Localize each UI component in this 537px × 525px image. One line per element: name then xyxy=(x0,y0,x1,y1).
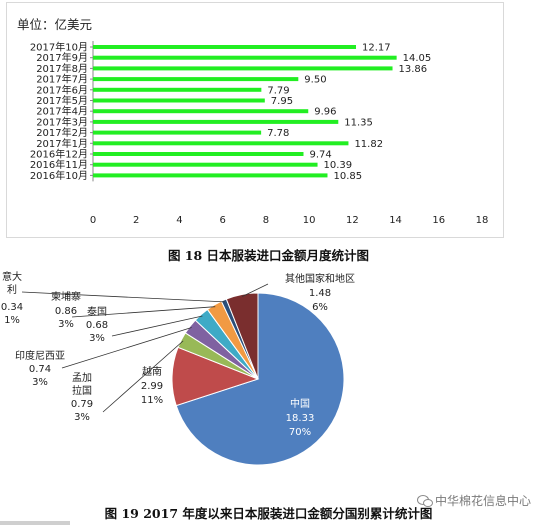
pie-slice xyxy=(225,292,259,380)
slice-name: 孟加 xyxy=(72,372,92,384)
bar xyxy=(93,162,318,167)
leader-line xyxy=(61,327,192,369)
slice-percent: 11% xyxy=(141,395,163,406)
x-tick-label: 6 xyxy=(219,215,225,226)
bar xyxy=(93,87,262,92)
slice-name: 印度尼西亚 xyxy=(15,349,65,362)
slice-value: 2.99 xyxy=(141,381,163,392)
data-label: 7.78 xyxy=(267,128,289,139)
category-label: 2016年10月 xyxy=(30,169,88,182)
leader-line xyxy=(21,291,225,303)
data-label: 11.82 xyxy=(354,139,383,150)
pie-slice xyxy=(175,292,345,466)
figure-19-caption: 图 19 2017 年度以来日本服装进口金额分国别累计统计图 xyxy=(104,506,433,521)
data-label: 11.35 xyxy=(344,117,373,128)
bar xyxy=(93,55,397,60)
bar xyxy=(93,152,304,156)
x-tick-label: 8 xyxy=(263,215,269,226)
category-label: 2017年2月 xyxy=(36,126,88,139)
slice-percent: 3% xyxy=(58,319,74,330)
data-label: 12.17 xyxy=(362,43,391,54)
slice-percent: 3% xyxy=(74,412,90,423)
category-label: 2016年11月 xyxy=(30,158,88,171)
category-label: 2017年3月 xyxy=(36,115,88,128)
leader-line xyxy=(242,283,269,297)
x-tick-label: 10 xyxy=(303,215,316,226)
x-tick-label: 0 xyxy=(90,215,96,226)
unit-label: 单位：亿美元 xyxy=(17,17,92,32)
category-label: 2016年12月 xyxy=(30,148,88,161)
slice-name: 拉国 xyxy=(72,384,92,397)
category-label: 2017年6月 xyxy=(36,83,88,96)
category-label: 2017年7月 xyxy=(36,73,88,86)
slice-percent: 6% xyxy=(312,302,328,313)
bar xyxy=(93,130,262,135)
leader-line xyxy=(102,340,184,413)
slice-name: 利 xyxy=(7,284,17,296)
slice-value: 1.48 xyxy=(309,288,331,299)
watermark: 中华棉花信息中心 xyxy=(416,492,531,509)
wechat-icon xyxy=(416,495,433,507)
slice-percent: 1% xyxy=(4,315,20,326)
slice-percent: 3% xyxy=(32,377,48,388)
category-label: 2017年8月 xyxy=(36,62,88,75)
watermark-text: 中华棉花信息中心 xyxy=(434,494,531,508)
data-label: 9.74 xyxy=(309,150,331,161)
data-label: 10.39 xyxy=(324,160,353,171)
category-label: 2017年1月 xyxy=(36,137,88,150)
bar xyxy=(93,141,349,146)
x-tick-label: 2 xyxy=(133,215,139,226)
bar xyxy=(93,77,299,82)
bar xyxy=(93,173,328,178)
slice-name: 其他国家和地区 xyxy=(285,272,355,285)
bar xyxy=(93,109,309,114)
bottom-edge xyxy=(0,521,70,525)
leader-line xyxy=(111,315,203,337)
x-tick-label: 12 xyxy=(346,215,359,226)
data-label: 7.95 xyxy=(271,96,293,107)
bar-chart-panel: 单位：亿美元 2017年10月 12.17 2017年9月 14.05 2017年8月 13… xyxy=(6,2,504,238)
x-tick-label: 4 xyxy=(176,215,182,226)
pie-chart-panel: 中国 18.33 70% 越南 2.99 11% 孟加 拉国 0.79 3% 印度尼西亚 0.74 3%… xyxy=(0,262,537,525)
bar xyxy=(93,119,339,124)
data-label: 10.85 xyxy=(333,171,362,182)
slice-value: 0.79 xyxy=(71,399,93,410)
category-label: 2017年10月 xyxy=(30,41,88,54)
leader-line xyxy=(71,306,216,318)
bar xyxy=(93,98,265,103)
slice-value: 0.74 xyxy=(29,364,51,375)
bar xyxy=(93,45,357,49)
slice-name: 越南 xyxy=(142,365,162,378)
category-label: 2017年5月 xyxy=(36,94,88,107)
data-label: 7.79 xyxy=(267,85,289,96)
data-label: 9.96 xyxy=(314,107,336,118)
slice-name: 中国 xyxy=(290,397,310,410)
category-label: 2017年4月 xyxy=(36,105,88,118)
slice-value: 0.86 xyxy=(55,306,77,317)
bar-chart: 单位：亿美元 2017年10月 12.17 2017年9月 14.05 2017年8月 13… xyxy=(17,17,489,226)
figure-18-caption: 图 18 日本服装进口金额月度统计图 xyxy=(167,248,370,263)
slice-value: 18.33 xyxy=(286,413,315,424)
slice-name: 柬埔寨 xyxy=(51,290,81,303)
x-tick-label: 16 xyxy=(432,215,445,226)
slice-value: 0.34 xyxy=(1,302,23,313)
category-label: 2017年9月 xyxy=(36,51,88,64)
bar xyxy=(93,66,393,71)
slice-name: 意大 xyxy=(2,270,22,283)
slice-value: 0.68 xyxy=(86,320,108,331)
slice-percent: 3% xyxy=(89,333,105,344)
x-tick-label: 14 xyxy=(389,215,402,226)
x-tick-label: 18 xyxy=(476,215,489,226)
data-label: 9.50 xyxy=(304,75,326,86)
data-label: 13.86 xyxy=(399,64,428,75)
slice-percent: 70% xyxy=(289,427,311,438)
data-label: 14.05 xyxy=(403,53,432,64)
